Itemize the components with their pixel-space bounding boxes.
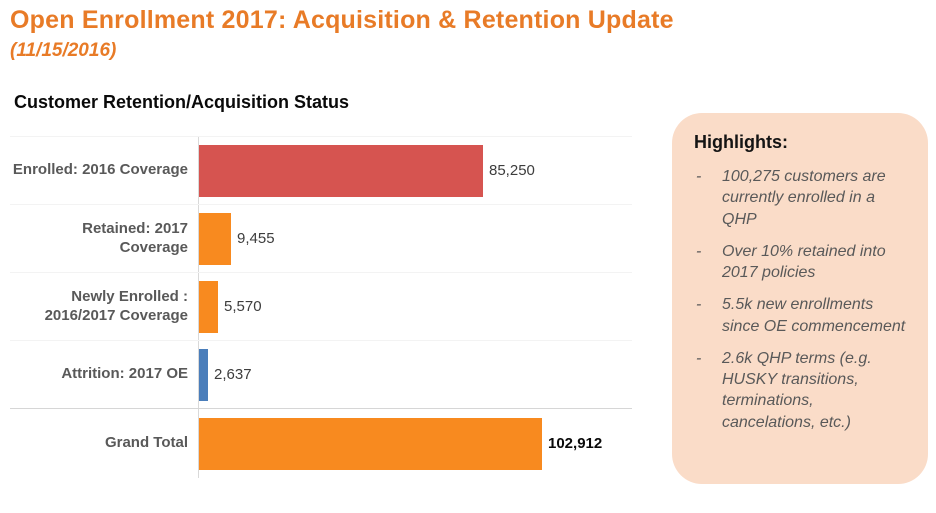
category-label: Retained: 2017 Coverage [82, 219, 188, 256]
chart-row-retained-2017: Retained: 2017 Coverage 9,455 [10, 204, 632, 272]
bar [199, 280, 218, 333]
category-label: Newly Enrolled : 2016/2017 Coverage [44, 287, 188, 324]
category-label: Grand Total [104, 434, 188, 452]
bar [199, 144, 483, 197]
highlight-item: - 5.5k new enrollments since OE commence… [694, 294, 908, 337]
bar-chart: Enrolled: 2016 Coverage 85,250 Retained:… [10, 136, 632, 478]
bar [199, 417, 542, 470]
bar-value: 102,912 [548, 435, 603, 452]
slide-title: Open Enrollment 2017: Acquisition & Rete… [10, 6, 674, 34]
plot-area: 2,637 [198, 341, 632, 408]
bar-value: 2,637 [214, 366, 252, 383]
highlight-text: 2.6k QHP terms (e.g. HUSKY transitions, … [722, 349, 872, 431]
bullet-dash: - [696, 349, 702, 367]
plot-area: 85,250 [198, 137, 632, 204]
bullet-dash: - [696, 168, 702, 185]
highlights-heading: Highlights: [694, 132, 788, 152]
chart-row-enrolled-2016: Enrolled: 2016 Coverage 85,250 [10, 136, 632, 204]
highlight-text: 100,275 customers are currently enrolled… [722, 168, 886, 228]
chart-row-newly-enrolled: Newly Enrolled : 2016/2017 Coverage 5,57… [10, 272, 632, 340]
category-label: Enrolled: 2016 Coverage [12, 161, 188, 179]
slide-subtitle: (11/15/2016) [10, 40, 117, 61]
plot-area: 5,570 [198, 273, 632, 340]
highlight-text: Over 10% retained into 2017 policies [722, 242, 886, 282]
bar-value: 85,250 [489, 162, 535, 179]
category-label: Attrition: 2017 OE [61, 365, 188, 383]
highlight-item: - Over 10% retained into 2017 policies [694, 241, 908, 284]
bar-value: 9,455 [237, 230, 275, 247]
plot-area: 102,912 [198, 409, 632, 478]
highlight-text: 5.5k new enrollments since OE commenceme… [722, 296, 906, 335]
highlight-item: - 2.6k QHP terms (e.g. HUSKY transitions… [694, 348, 908, 433]
chart-title: Customer Retention/Acquisition Status [14, 92, 350, 112]
plot-area: 9,455 [198, 205, 632, 272]
bullet-dash: - [696, 296, 702, 314]
bar [199, 212, 231, 265]
bar-value: 5,570 [224, 298, 262, 315]
bullet-dash: - [696, 242, 702, 260]
highlight-item: - 100,275 customers are currently enroll… [694, 166, 908, 230]
bar [199, 348, 208, 401]
chart-row-grand-total: Grand Total 102,912 [10, 408, 632, 478]
chart-row-attrition: Attrition: 2017 OE 2,637 [10, 340, 632, 408]
highlights-panel: Highlights: - 100,275 customers are curr… [672, 113, 928, 484]
